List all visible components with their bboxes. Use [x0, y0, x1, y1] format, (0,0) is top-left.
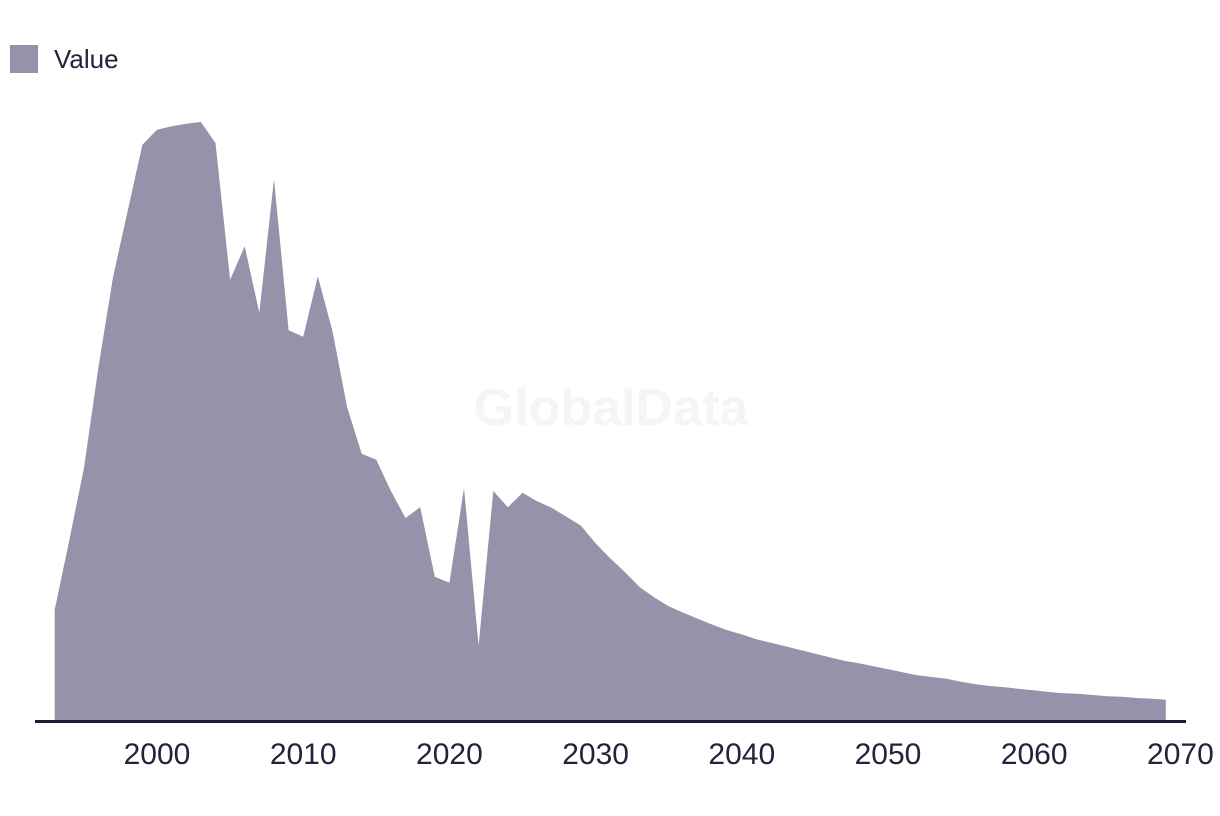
x-axis-tick-label: 2010	[269, 738, 337, 771]
x-axis-tick-label: 2050	[854, 738, 922, 771]
x-axis-tick-label: 2030	[562, 738, 629, 771]
legend-label: Value	[54, 44, 119, 74]
area-series	[54, 122, 1166, 722]
legend-item-value[interactable]: Value	[10, 45, 119, 73]
x-axis-tick-label: 2020	[416, 738, 483, 771]
legend-swatch	[10, 45, 38, 73]
x-axis-tick-label: 2070	[1147, 738, 1214, 771]
x-axis-tick-label: 2060	[1000, 738, 1068, 771]
watermark: GlobalData	[473, 379, 749, 437]
x-axis-tick-label: 2040	[708, 738, 776, 771]
x-axis-tick-label: 2000	[123, 738, 191, 771]
